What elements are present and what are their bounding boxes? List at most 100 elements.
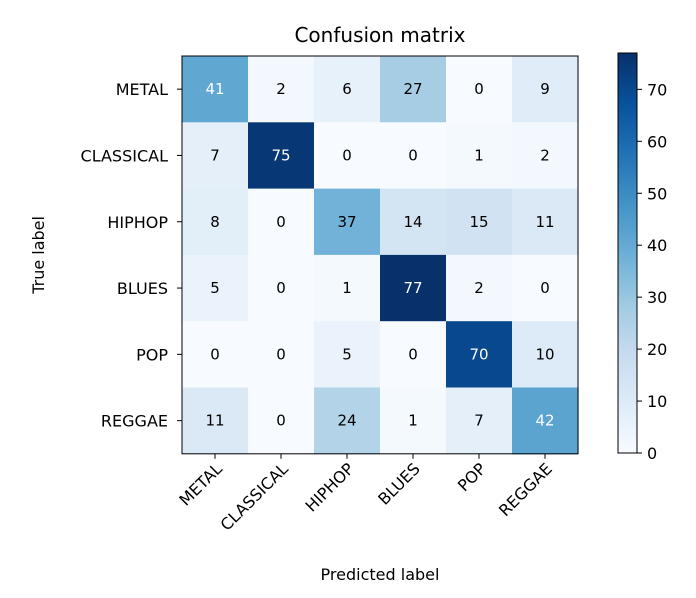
heatmap-cell <box>380 254 447 322</box>
heatmap-cell <box>314 122 381 190</box>
cell-value-label: 10 <box>535 345 554 363</box>
cell-value-label: 11 <box>535 213 554 231</box>
heatmap-cells <box>182 56 579 455</box>
y-tick-label: POP <box>136 345 168 364</box>
cell-value-label: 2 <box>540 146 550 164</box>
heatmap-cell <box>446 387 513 455</box>
y-tick-label: BLUES <box>117 279 168 298</box>
heatmap-cell <box>512 387 579 455</box>
heatmap-cell <box>182 254 249 322</box>
heatmap-cell <box>512 188 579 256</box>
heatmap-cell <box>380 188 447 256</box>
cell-value-label: 0 <box>210 345 220 363</box>
x-tick-label: CLASSICAL <box>217 459 292 534</box>
cell-value-label: 0 <box>540 279 550 297</box>
heatmap-cell <box>248 387 315 455</box>
heatmap-cell <box>314 321 381 389</box>
cell-value-label: 41 <box>205 80 224 98</box>
cell-value-label: 0 <box>276 412 286 430</box>
cell-value-label: 15 <box>469 213 488 231</box>
heatmap-cell <box>314 188 381 256</box>
heatmap-cell <box>314 387 381 455</box>
y-axis-label: True label <box>29 216 48 295</box>
heatmap-cell <box>248 56 315 123</box>
cell-value-label: 11 <box>205 412 224 430</box>
cell-value-label: 6 <box>342 80 352 98</box>
colorbar-tick-label: 60 <box>647 132 667 151</box>
heatmap-cell <box>248 321 315 389</box>
heatmap-cell <box>380 387 447 455</box>
heatmap-cell <box>314 254 381 322</box>
heatmap-cell <box>380 56 447 123</box>
x-axis-label: Predicted label <box>321 565 440 584</box>
x-tick-label: REGGAE <box>495 459 556 520</box>
heatmap-cell <box>512 56 579 123</box>
y-tick-label: CLASSICAL <box>81 146 169 165</box>
heatmap-cell <box>248 254 315 322</box>
heatmap-cell <box>182 321 249 389</box>
heatmap-cell-labels: 41 2 6 27 0 97 75 0 0 1 28 0 37 14 15 115 0 1 77 2 00 0 5 0 70 10… <box>205 80 554 430</box>
heatmap-cell <box>446 254 513 322</box>
cell-value-label: 77 <box>403 279 422 297</box>
cell-value-label: 2 <box>474 279 484 297</box>
cell-value-label: 0 <box>474 80 484 98</box>
cell-value-label: 0 <box>276 279 286 297</box>
colorbar-tick-label: 30 <box>647 288 667 307</box>
cell-value-label: 75 <box>271 146 290 164</box>
cell-value-label: 37 <box>337 213 356 231</box>
cell-value-label: 0 <box>276 345 286 363</box>
heatmap-cell <box>446 122 513 190</box>
x-tick-label: HIPHOP <box>301 459 358 516</box>
cell-value-label: 1 <box>342 279 352 297</box>
cell-value-label: 7 <box>210 146 220 164</box>
heatmap-cell <box>182 387 249 455</box>
cell-value-label: 9 <box>540 80 550 98</box>
heatmap-cell <box>182 188 249 256</box>
x-tick-label: POP <box>454 459 490 495</box>
heatmap-cell <box>446 188 513 256</box>
colorbar-axis: 0 10 20 30 40 50 60 70 <box>637 80 667 463</box>
cell-value-label: 1 <box>408 412 418 430</box>
chart-title: Confusion matrix <box>294 23 465 47</box>
cell-value-label: 0 <box>408 146 418 164</box>
colorbar-tick-label: 40 <box>647 236 667 255</box>
colorbar-tick-label: 70 <box>647 80 667 99</box>
cell-value-label: 0 <box>342 146 352 164</box>
cell-value-label: 0 <box>276 213 286 231</box>
heatmap-cell <box>380 321 447 389</box>
heatmap-cell <box>446 56 513 123</box>
colorbar-tick-label: 10 <box>647 392 667 411</box>
cell-value-label: 70 <box>469 345 488 363</box>
heatmap-cell <box>512 321 579 389</box>
heatmap-cell <box>512 122 579 190</box>
heatmap-cell <box>248 122 315 190</box>
y-tick-label: HIPHOP <box>107 213 168 232</box>
heatmap-cell <box>314 56 381 123</box>
colorbar-tick-label: 0 <box>647 444 657 463</box>
cell-value-label: 5 <box>342 345 352 363</box>
heatmap-cell <box>182 56 249 123</box>
cell-value-label: 7 <box>474 412 484 430</box>
heatmap-cell <box>446 321 513 389</box>
heatmap-cell <box>380 122 447 190</box>
heatmap-cell <box>512 254 579 322</box>
cell-value-label: 2 <box>276 80 286 98</box>
colorbar-tick-label: 50 <box>647 184 667 203</box>
cell-value-label: 0 <box>408 345 418 363</box>
colorbar <box>617 52 638 454</box>
cell-value-label: 14 <box>403 213 422 231</box>
heatmap-cell <box>248 188 315 256</box>
cell-value-label: 27 <box>403 80 422 98</box>
y-tick-label: REGGAE <box>101 412 168 431</box>
colorbar-tick-label: 20 <box>647 340 667 359</box>
cell-value-label: 24 <box>337 412 356 430</box>
heatmap-cell <box>182 122 249 190</box>
y-axis: METAL CLASSICAL HIPHOP BLUES POP REGGAE <box>81 80 182 431</box>
x-tick-label: BLUES <box>374 459 424 509</box>
plot-frame <box>181 55 579 455</box>
y-tick-label: METAL <box>116 80 168 99</box>
cell-value-label: 1 <box>474 146 484 164</box>
